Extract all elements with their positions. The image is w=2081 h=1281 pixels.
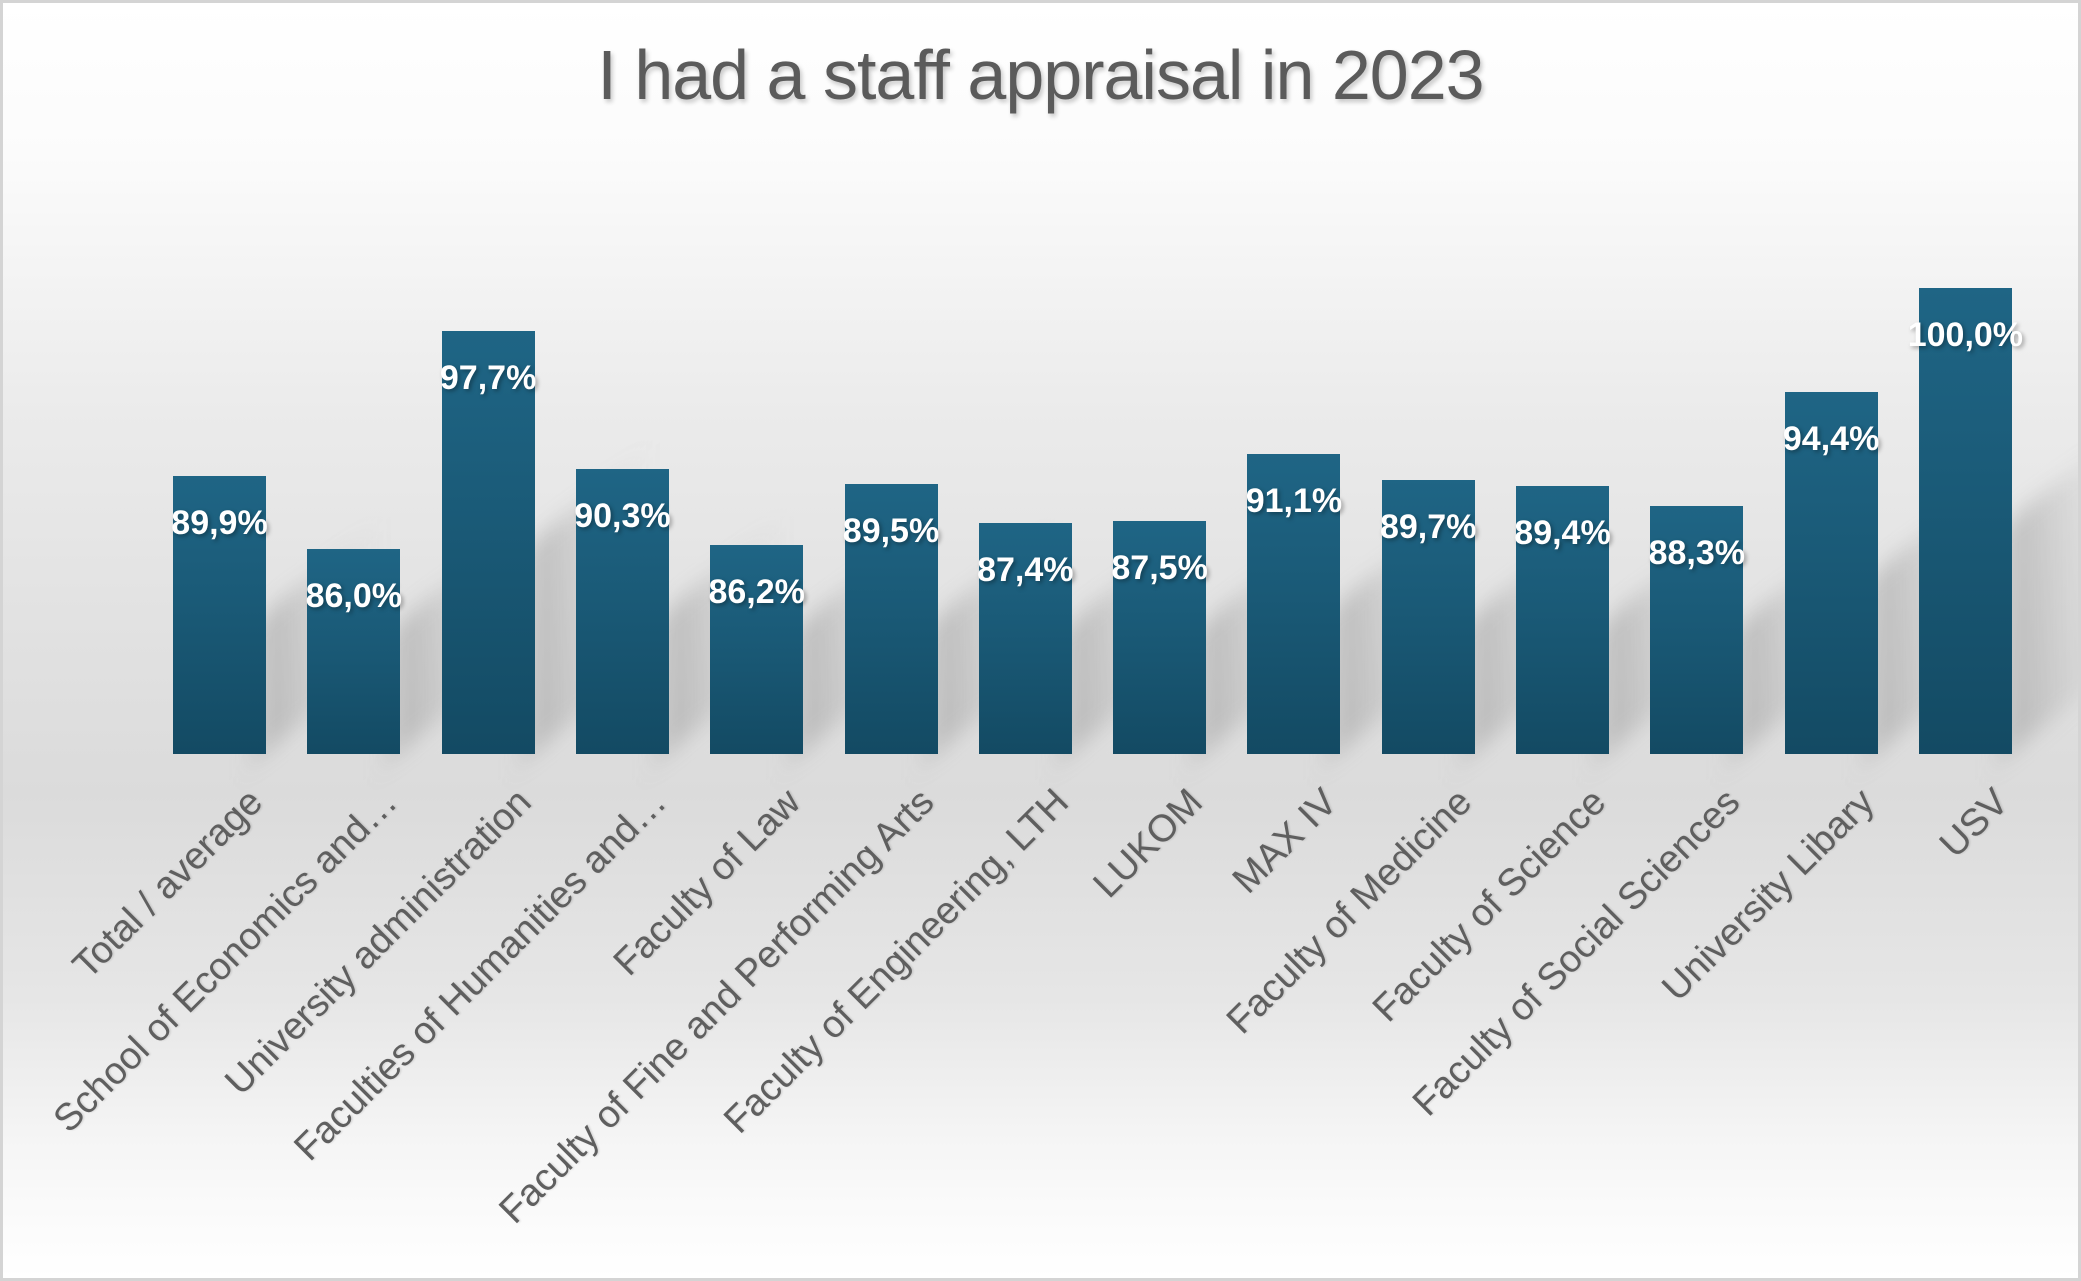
bar [575, 468, 669, 754]
bar-value-label: 86,2% [708, 573, 805, 612]
bar [1247, 453, 1341, 754]
bar-value-label: 91,1% [1245, 481, 1343, 520]
bar-shadow [2003, 431, 2078, 758]
bar [1516, 485, 1609, 754]
category-label: Faculty of Science [1364, 781, 1615, 1031]
plot-area: 89,9% Total / average 86,0% School of Econo… [3, 3, 2078, 1278]
bar [978, 522, 1072, 754]
chart-title: I had a staff appraisal in 2023 [597, 36, 1484, 114]
bar-value-label: 89,4% [1514, 513, 1611, 552]
bar-value-label: 87,5% [1111, 549, 1208, 587]
bar-value-label: 94,4% [1782, 420, 1880, 459]
category-label: MAX IV [1224, 781, 1346, 902]
bar-value-label: 100,0% [1907, 316, 2024, 354]
bar-value-label: 89,7% [1379, 507, 1477, 546]
bar-value-label: 87,4% [977, 550, 1074, 589]
bar [710, 545, 804, 754]
category-label: Faculty of Medicine [1218, 781, 1480, 1043]
bar [844, 483, 938, 754]
bar-value-label: 89,9% [171, 504, 268, 543]
category-label: LUKOM [1086, 781, 1212, 907]
bar [1113, 521, 1207, 754]
bar [307, 548, 401, 754]
bar [1650, 506, 1744, 754]
bar [173, 476, 266, 754]
bar-value-label: 86,0% [305, 576, 402, 615]
bar-value-label: 90,3% [574, 496, 671, 535]
bar [1381, 479, 1475, 754]
bar-value-label: 89,5% [842, 511, 940, 550]
bar [441, 330, 535, 754]
category-label: USV [1932, 781, 2018, 866]
bar-value-label: 97,7% [439, 358, 537, 397]
bar-value-label: 88,3% [1648, 534, 1745, 573]
bar [1918, 288, 2012, 754]
bar [1784, 392, 1878, 754]
